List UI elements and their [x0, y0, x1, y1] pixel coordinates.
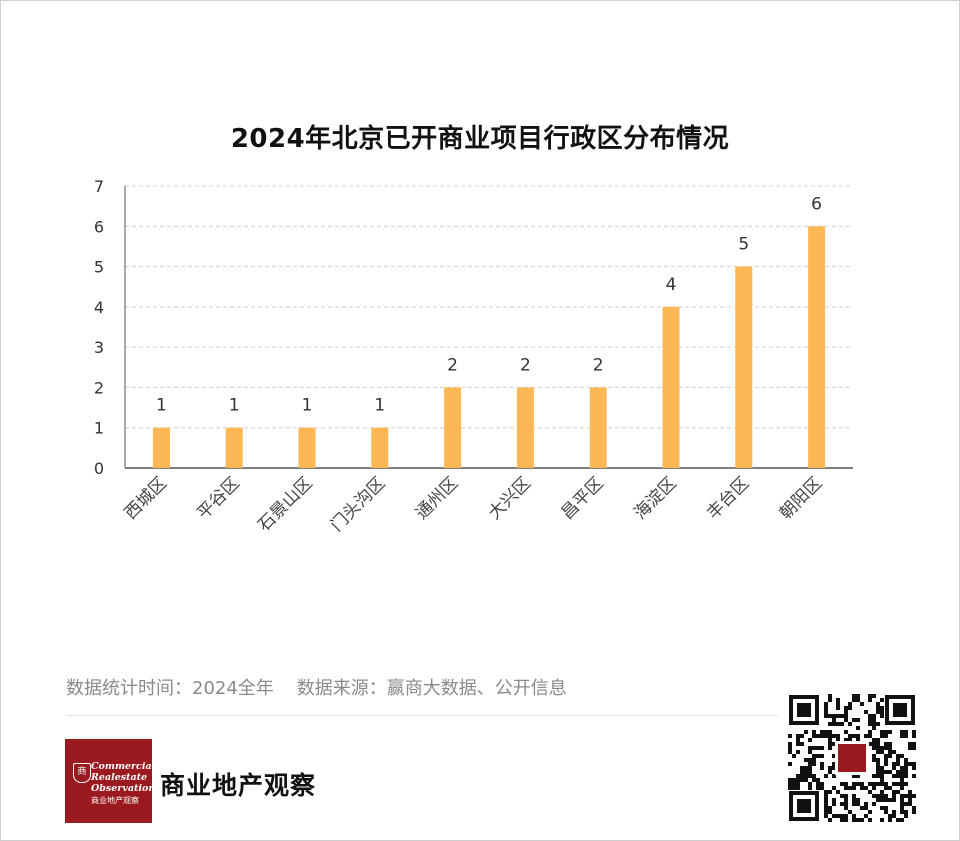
x-tick-label: 海淀区	[630, 473, 680, 523]
y-tick-label: 3	[94, 338, 104, 357]
data-label: 6	[811, 194, 822, 214]
brand-name: 商业地产观察	[160, 771, 317, 800]
x-tick-label: 门头沟区	[327, 473, 389, 535]
chart-title: 2024年北京已开商业项目行政区分布情况	[230, 124, 730, 154]
logo-line-1: Commercial	[91, 761, 156, 772]
bar	[662, 306, 680, 468]
bar	[735, 266, 753, 468]
bar	[589, 387, 607, 468]
bar	[444, 387, 462, 468]
data-label: 5	[738, 235, 749, 255]
qr-code-icon	[787, 693, 917, 823]
logo-line-2: Realestate	[91, 772, 148, 783]
x-tick-label: 平谷区	[194, 473, 244, 523]
x-tick-label: 朝阳区	[776, 473, 826, 523]
x-tick-label: 石景山区	[254, 473, 316, 535]
y-tick-label: 5	[94, 258, 104, 277]
footer-divider	[66, 715, 778, 716]
data-label: 1	[156, 396, 167, 416]
x-tick-label: 昌平区	[558, 473, 608, 523]
brand-logo: 商 Commercial Realestate Observation 商业地产…	[65, 739, 155, 823]
x-tick-label: 通州区	[412, 473, 462, 523]
data-label: 2	[447, 355, 458, 375]
logo-wordmark: Commercial Realestate Observation	[91, 761, 155, 794]
data-label: 1	[302, 396, 313, 416]
bar	[808, 226, 826, 468]
x-tick-label: 大兴区	[485, 473, 535, 523]
logo-emblem-icon: 商	[73, 763, 91, 783]
y-tick-label: 1	[94, 419, 104, 438]
data-label: 1	[374, 396, 385, 416]
qr-center-logo-icon	[838, 744, 866, 772]
logo-subtitle: 商业地产观察	[91, 796, 139, 805]
y-tick-label: 2	[94, 378, 104, 397]
bar	[298, 427, 316, 468]
data-label: 2	[593, 355, 604, 375]
bar-chart: 0 1 2 3 4 5 6 7 1 西城区 1 平谷区 1 石景山区 1 门头沟区 2 通州区 2 大兴区 2 昌平区 4 海…	[94, 177, 853, 536]
y-tick-label: 0	[94, 459, 104, 478]
logo-line-3: Observation	[91, 783, 156, 794]
bar	[516, 387, 534, 468]
data-label: 1	[229, 396, 240, 416]
bar	[225, 427, 243, 468]
bar	[152, 427, 170, 468]
data-label: 2	[520, 355, 531, 375]
bar	[371, 427, 389, 468]
y-tick-label: 4	[94, 298, 104, 317]
y-tick-label: 7	[94, 177, 104, 196]
x-tick-label: 丰台区	[703, 473, 753, 523]
data-label: 4	[666, 275, 677, 295]
x-tick-label: 西城区	[121, 473, 171, 523]
y-tick-label: 6	[94, 217, 104, 236]
data-source-note: 数据统计时间：2024全年 数据来源：赢商大数据、公开信息	[66, 678, 567, 699]
